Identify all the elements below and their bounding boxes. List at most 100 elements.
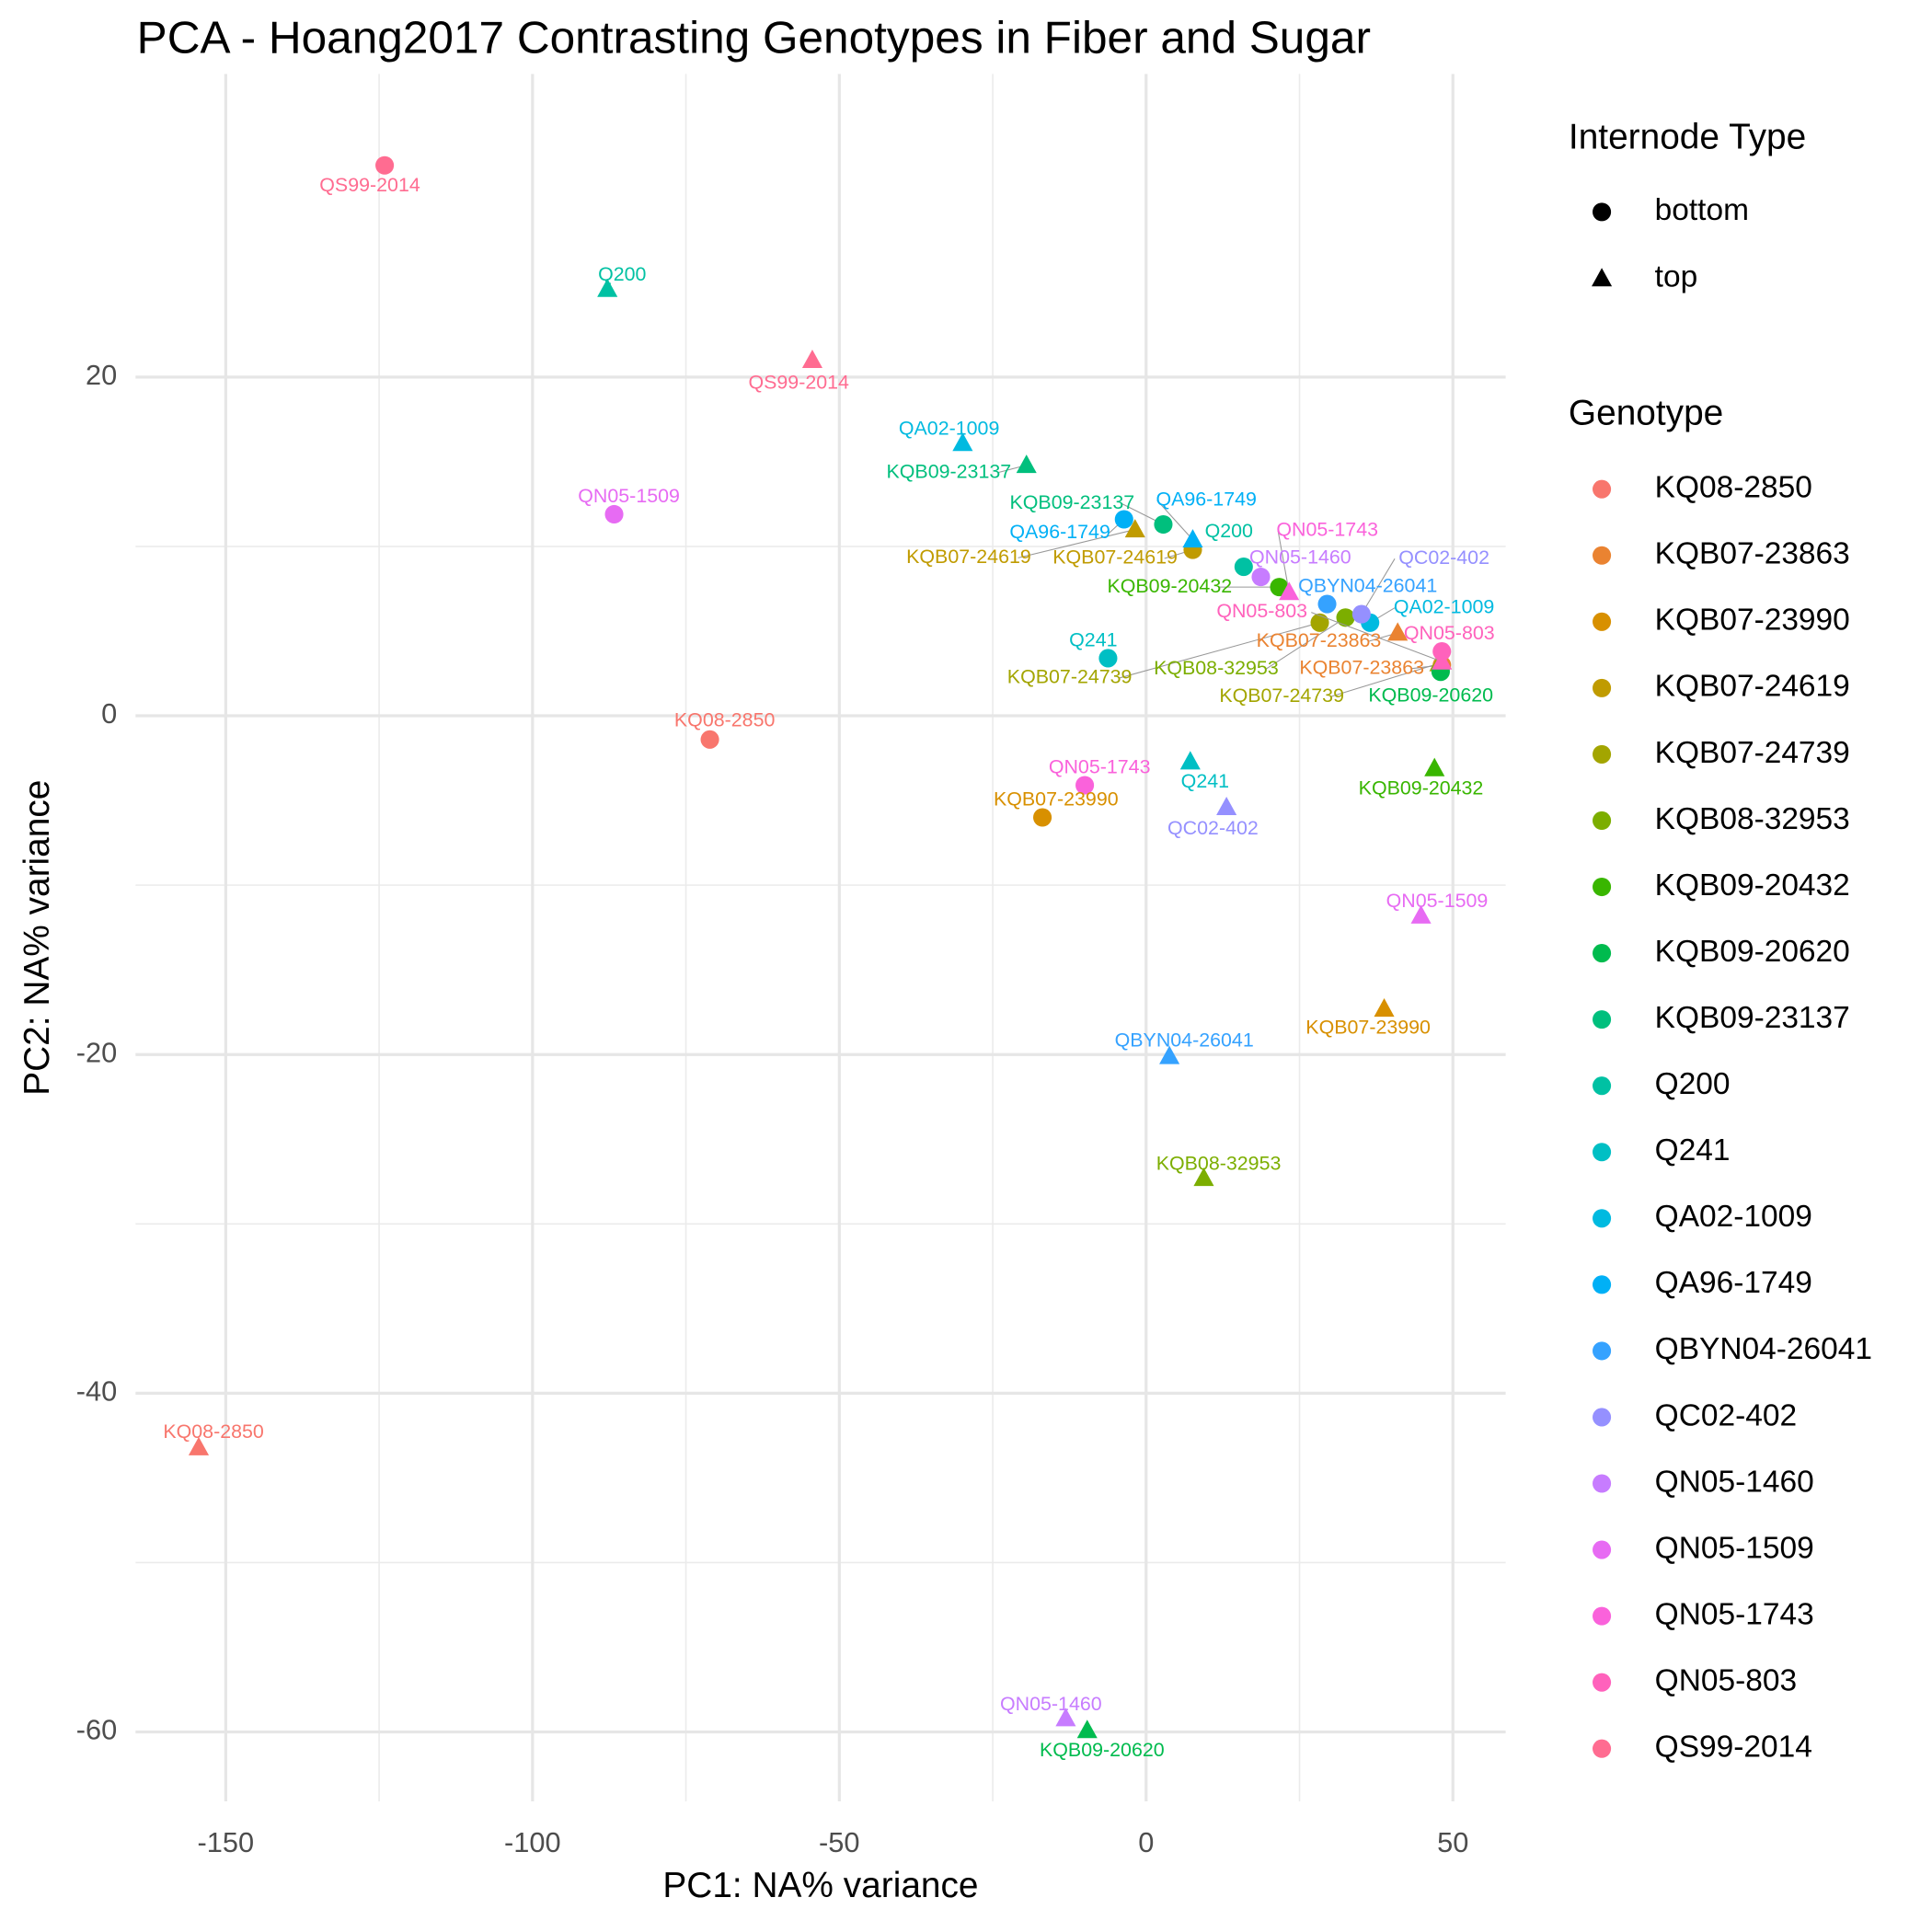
point bbox=[1055, 1708, 1076, 1727]
point-label: KQB08-32953 bbox=[1156, 1153, 1282, 1175]
point bbox=[1310, 613, 1329, 632]
point-label: KQB09-23137 bbox=[887, 460, 1012, 482]
legend-key bbox=[1593, 944, 1612, 963]
legend-label: KQB09-20620 bbox=[1655, 935, 1850, 969]
legend-key bbox=[1593, 1143, 1612, 1162]
legend-label: QN05-1460 bbox=[1655, 1465, 1814, 1499]
point-label: Q200 bbox=[1205, 520, 1253, 542]
legend-title: Genotype bbox=[1569, 394, 1723, 433]
point-label: QA96-1749 bbox=[1009, 521, 1110, 543]
point-label: KQB09-20620 bbox=[1040, 1739, 1165, 1761]
point-label: KQB07-23990 bbox=[1305, 1017, 1431, 1039]
point bbox=[1432, 650, 1453, 670]
point-label: QC02-402 bbox=[1398, 546, 1489, 569]
legend-key bbox=[1593, 612, 1612, 631]
legend-label: QBYN04-26041 bbox=[1655, 1332, 1872, 1366]
leader-line bbox=[1330, 662, 1440, 697]
point-label: QN05-1743 bbox=[1049, 755, 1151, 777]
point-label: KQB09-20432 bbox=[1107, 575, 1232, 597]
point-label: QS99-2014 bbox=[748, 372, 849, 394]
point bbox=[1114, 510, 1133, 529]
point bbox=[700, 730, 719, 749]
point-label: QBYN04-26041 bbox=[1298, 574, 1437, 596]
point bbox=[1424, 757, 1445, 776]
point-label: KQ08-2850 bbox=[163, 1420, 264, 1443]
point-label: KQB07-24739 bbox=[1007, 666, 1133, 688]
legend-label: top bbox=[1655, 260, 1698, 294]
point-label: QN05-803 bbox=[1404, 622, 1495, 644]
leader-line bbox=[1119, 622, 1320, 679]
point bbox=[1159, 1045, 1180, 1064]
x-axis-title: PC1: NA% variance bbox=[662, 1866, 978, 1905]
point-label: QN05-1509 bbox=[1386, 890, 1489, 912]
legend-key bbox=[1593, 479, 1612, 499]
point bbox=[1317, 594, 1337, 614]
x-tick-label: -100 bbox=[504, 1826, 561, 1858]
point bbox=[1193, 1167, 1214, 1187]
point-label: KQ08-2850 bbox=[674, 708, 776, 730]
point-label: QN05-1460 bbox=[1249, 546, 1351, 569]
legend-key bbox=[1593, 1606, 1612, 1626]
point bbox=[1336, 608, 1355, 627]
legend-label: Q241 bbox=[1655, 1133, 1731, 1167]
legend-label: KQB09-20432 bbox=[1655, 868, 1850, 903]
leader-line bbox=[1265, 616, 1346, 670]
point bbox=[1154, 514, 1173, 535]
point-label: KQB09-23137 bbox=[1010, 491, 1135, 513]
point bbox=[1279, 581, 1300, 601]
legend-label: KQB09-23137 bbox=[1655, 1001, 1850, 1035]
leader-line bbox=[1018, 529, 1135, 558]
point bbox=[1351, 604, 1371, 624]
legend-label: KQB07-23990 bbox=[1655, 604, 1850, 638]
point-label: QN05-1743 bbox=[1276, 518, 1378, 540]
point bbox=[188, 1436, 210, 1455]
legend-key bbox=[1593, 546, 1612, 565]
point bbox=[1075, 776, 1095, 795]
legend-label: QN05-1509 bbox=[1655, 1531, 1814, 1565]
point bbox=[1016, 454, 1037, 474]
point-label: KQB07-23990 bbox=[994, 788, 1119, 810]
y-tick-label: -40 bbox=[76, 1375, 118, 1408]
point bbox=[1234, 558, 1253, 577]
point-label: QA02-1009 bbox=[899, 418, 1000, 440]
legend-label: QA96-1749 bbox=[1655, 1266, 1812, 1300]
legend-key bbox=[1593, 1010, 1612, 1029]
leader-line bbox=[1311, 612, 1443, 662]
y-tick-label: 0 bbox=[101, 697, 117, 730]
point bbox=[801, 350, 823, 369]
legend-key bbox=[1593, 1673, 1612, 1692]
legend-label: KQB07-24619 bbox=[1655, 670, 1850, 704]
leader-line bbox=[1156, 500, 1193, 540]
legend-label: KQB07-24739 bbox=[1655, 736, 1850, 770]
legend-label: KQB07-23863 bbox=[1655, 537, 1850, 571]
legend-key bbox=[1593, 1540, 1612, 1559]
point-label: QA02-1009 bbox=[1394, 595, 1495, 617]
legend-key bbox=[1593, 1341, 1612, 1361]
point-label: QA96-1749 bbox=[1156, 488, 1257, 510]
point bbox=[1251, 568, 1271, 587]
legend-label: QN05-803 bbox=[1655, 1664, 1797, 1698]
plot-area: KQ08-2850 KQ08-2850 KQB07-23863 KQB07-23863… bbox=[163, 155, 1495, 1761]
legend-key bbox=[1593, 811, 1612, 831]
point bbox=[604, 504, 624, 524]
point-label: QS99-2014 bbox=[319, 174, 420, 196]
point-label: Q200 bbox=[598, 263, 646, 285]
y-tick-label: 20 bbox=[86, 359, 117, 391]
legend-label: KQB08-32953 bbox=[1655, 802, 1850, 836]
point-label: Q241 bbox=[1069, 628, 1117, 650]
point-label: QN05-1509 bbox=[578, 485, 680, 507]
legend-label: KQ08-2850 bbox=[1655, 471, 1812, 505]
point bbox=[1179, 751, 1201, 770]
point bbox=[952, 432, 973, 452]
y-axis-title: PC2: NA% variance bbox=[17, 780, 57, 1096]
legend-label: QC02-402 bbox=[1655, 1398, 1797, 1432]
legend-key bbox=[1593, 1275, 1612, 1294]
leader-line bbox=[1277, 530, 1290, 592]
point bbox=[1033, 808, 1052, 827]
point-label: QN05-803 bbox=[1216, 600, 1307, 622]
point bbox=[1098, 649, 1118, 668]
point-label: QBYN04-26041 bbox=[1115, 1029, 1254, 1052]
x-tick-label: 0 bbox=[1138, 1826, 1154, 1858]
x-tick-label: -150 bbox=[198, 1826, 255, 1858]
